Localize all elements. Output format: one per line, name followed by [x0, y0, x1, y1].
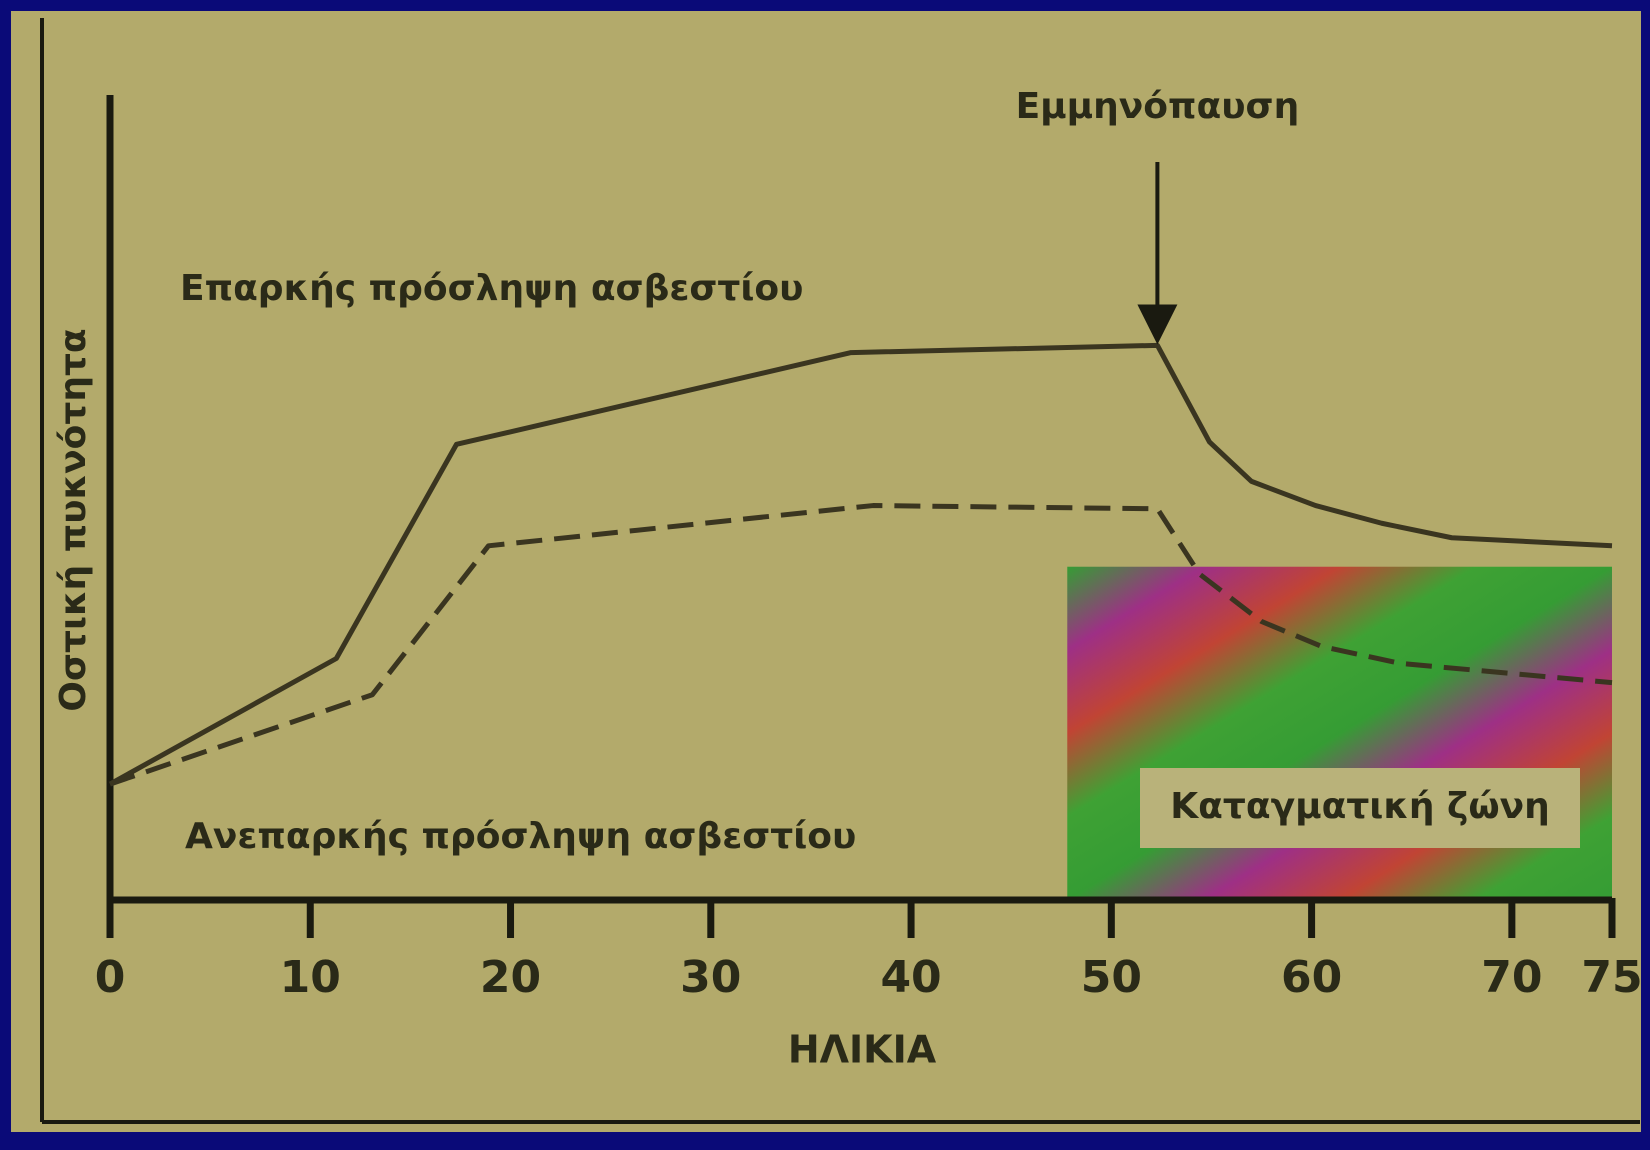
- series-label: Ανεπαρκής πρόσληψη ασβεστίου: [185, 816, 856, 857]
- x-tick-label: 50: [1081, 952, 1142, 1003]
- x-tick-label: 10: [280, 952, 341, 1003]
- annotation: Εμμηνόπαυση: [1016, 86, 1300, 127]
- x-tick-label: 60: [1281, 952, 1342, 1003]
- x-tick-label: 30: [680, 952, 741, 1003]
- x-tick-label: 20: [480, 952, 541, 1003]
- x-tick-label: 40: [880, 952, 941, 1003]
- series-label: Επαρκής πρόσληψη ασβεστίου: [180, 268, 803, 309]
- fracture-zone: [1067, 567, 1612, 900]
- x-tick-label: 75: [1581, 952, 1642, 1003]
- chart: Καταγματική ζώνη 0 10 20 30 40 50 60 70 75 ΗΛΙΚΙΑ Ο…: [0, 0, 1650, 1146]
- y-axis-label: Οστική πυκνότητα: [53, 328, 94, 711]
- x-tick-label: 70: [1481, 952, 1542, 1003]
- x-axis-label: ΗΛΙΚΙΑ: [788, 1028, 937, 1072]
- fracture-zone-label: Καταγματική ζώνη: [1170, 786, 1550, 827]
- x-tick-label: 0: [95, 952, 126, 1003]
